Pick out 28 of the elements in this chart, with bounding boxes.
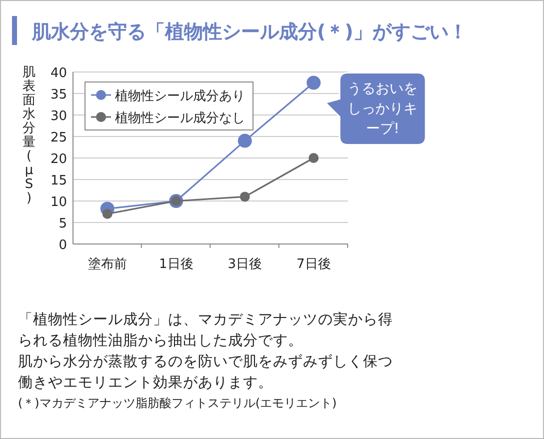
y-tick-label: 0: [58, 238, 67, 253]
point: [102, 208, 112, 219]
point: [240, 192, 250, 202]
point: [306, 76, 321, 90]
text: (＊)マカデミアナッツ脂肪酸フィトステリル(エモリエント): [18, 396, 337, 410]
annotation: うるおいをしっかりキープ!: [346, 80, 419, 139]
y-tick-label: 10: [50, 195, 67, 210]
text: 「植物性シール成分」は、マカデミアナッツの実から得: [18, 311, 393, 328]
text: 肌表面水分量(μS): [22, 65, 36, 206]
x-tick-label: 3日後: [228, 257, 262, 272]
x-tick-label: 7日後: [296, 257, 331, 272]
legend-label: 植物性シール成分なし: [115, 111, 245, 126]
y-tick-label: 30: [50, 109, 67, 124]
legend-label: 植物性シール成分あり: [115, 89, 245, 104]
point: [308, 153, 319, 163]
chart-title: 肌水分を守る「植物性シール成分(＊)」がすごい！: [31, 21, 468, 43]
y-tick-label: 40: [50, 66, 67, 81]
y-tick-label: 15: [50, 174, 67, 188]
text: られる植物性油脂から抽出した成分です。: [18, 332, 303, 349]
y-tick-label: 35: [50, 88, 67, 102]
text: 働きやエモリエント効果があります。: [18, 374, 273, 391]
text: 肌から水分が蒸散するのを防いで肌をみずみずしく保つ: [18, 353, 393, 370]
x-tick-label: 塗布前: [88, 257, 127, 272]
y-tick-label: 20: [50, 152, 67, 167]
y-tick-label: 5: [58, 216, 67, 232]
x-tick-label: 1日後: [158, 257, 194, 272]
y-tick-label: 25: [50, 130, 67, 146]
point: [238, 134, 252, 148]
